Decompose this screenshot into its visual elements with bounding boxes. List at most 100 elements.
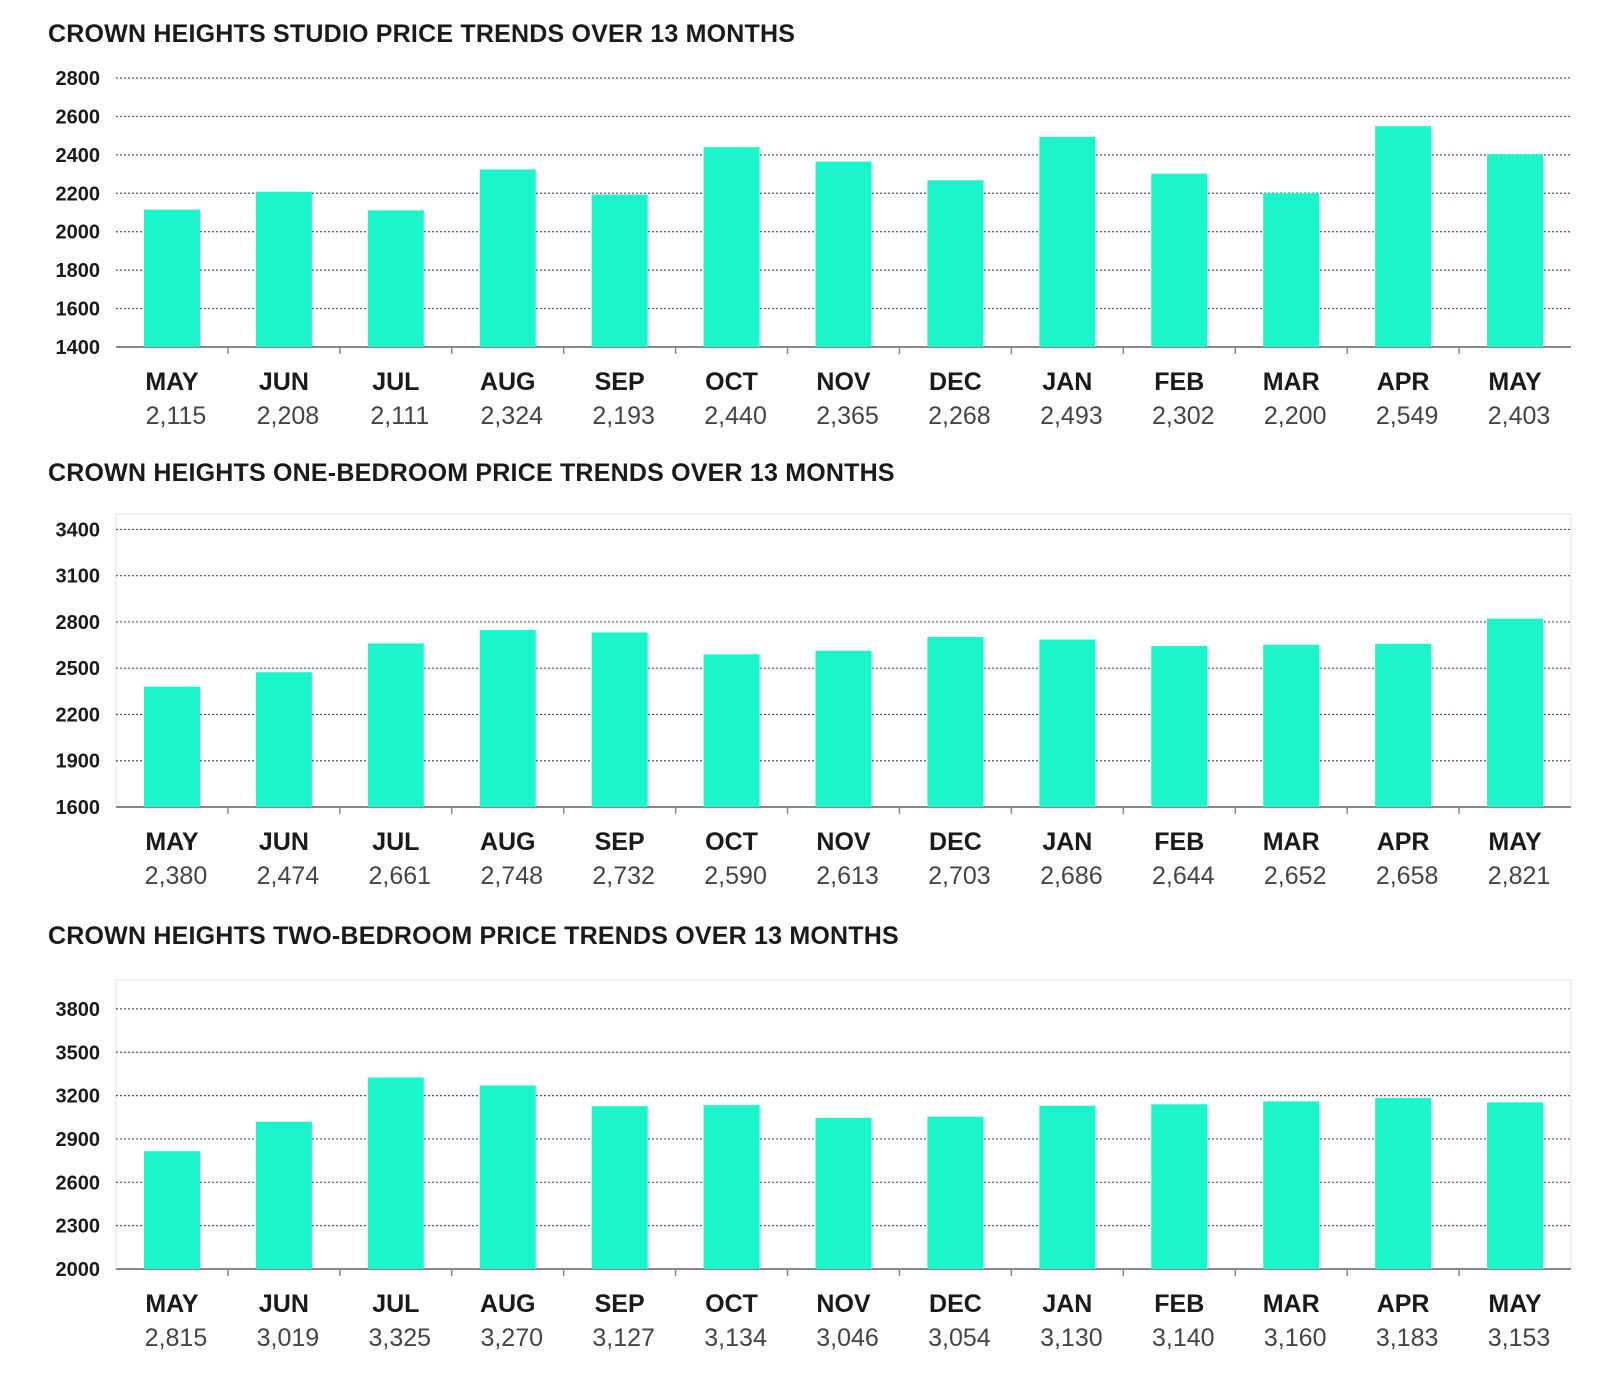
x-tick-label: OCT xyxy=(705,1290,758,1318)
bar xyxy=(815,1117,872,1269)
bar xyxy=(143,1151,200,1269)
chart-title-studio: CROWN HEIGHTS STUDIO PRICE TRENDS OVER 1… xyxy=(48,20,796,48)
data-label: 3,127 xyxy=(592,1324,655,1352)
data-label: 2,748 xyxy=(480,862,543,890)
bar xyxy=(1151,646,1208,807)
data-label: 2,115 xyxy=(146,402,207,430)
data-label: 2,821 xyxy=(1488,862,1551,890)
data-label: 3,183 xyxy=(1376,1324,1439,1352)
data-label: 2,703 xyxy=(928,862,991,890)
x-tick-label: OCT xyxy=(705,368,758,396)
data-label: 3,140 xyxy=(1152,1324,1215,1352)
y-tick-label: 3200 xyxy=(56,1086,101,1108)
bar xyxy=(367,210,424,347)
x-tick-label: FEB xyxy=(1154,368,1204,396)
x-tick-label: NOV xyxy=(816,828,871,856)
x-tick-label: SEP xyxy=(595,828,645,856)
bar xyxy=(591,1106,648,1269)
data-label: 2,732 xyxy=(592,862,655,890)
data-label: 2,268 xyxy=(928,402,991,430)
data-label: 2,208 xyxy=(257,402,320,430)
x-tick-label: JUN xyxy=(259,828,309,856)
data-label: 2,474 xyxy=(257,862,320,890)
x-tick-label: MAY xyxy=(145,1290,199,1318)
x-tick-label: MAY xyxy=(1488,368,1542,396)
data-label: 2,815 xyxy=(145,1324,208,1352)
data-label: 2,661 xyxy=(369,862,432,890)
bar xyxy=(1039,136,1096,347)
y-tick-label: 3400 xyxy=(56,519,101,541)
y-tick-label: 2800 xyxy=(56,612,101,634)
x-tick-label: DEC xyxy=(929,828,982,856)
bar xyxy=(927,636,984,807)
bar xyxy=(1487,618,1544,807)
data-label: 3,153 xyxy=(1488,1324,1551,1352)
chart-two-bedroom: 2000 2300 2600 2900 3200 3500 3800 MAY 2,815 JUN 3… xyxy=(56,979,1572,1352)
bar xyxy=(255,191,312,347)
bar xyxy=(1263,193,1320,347)
bar xyxy=(1487,154,1544,347)
data-label: 2,324 xyxy=(480,402,543,430)
data-label: 3,270 xyxy=(480,1324,543,1352)
x-tick-label: APR xyxy=(1377,368,1430,396)
y-tick-label: 2000 xyxy=(56,1259,101,1281)
data-label: 2,644 xyxy=(1152,862,1215,890)
data-label: 2,613 xyxy=(816,862,879,890)
bar xyxy=(591,632,648,807)
bar xyxy=(815,650,872,807)
x-tick-label: SEP xyxy=(595,368,645,396)
x-tick-label: JUN xyxy=(259,1290,309,1318)
y-tick-label: 1600 xyxy=(56,797,101,819)
data-label: 3,160 xyxy=(1264,1324,1327,1352)
data-label: 2,365 xyxy=(816,402,879,430)
data-label: 2,193 xyxy=(592,402,655,430)
x-tick-label: MAY xyxy=(1488,828,1542,856)
bar xyxy=(1039,1105,1096,1269)
data-label: 3,046 xyxy=(816,1324,879,1352)
y-tick-label: 2200 xyxy=(56,183,101,205)
x-tick-label: JUL xyxy=(372,828,419,856)
y-tick-label: 2800 xyxy=(56,68,101,90)
bar xyxy=(1039,639,1096,807)
y-tick-label: 1800 xyxy=(56,260,101,282)
bar xyxy=(1263,644,1320,807)
chart-title-one-bedroom: CROWN HEIGHTS ONE-BEDROOM PRICE TRENDS O… xyxy=(48,459,895,487)
x-tick-label: AUG xyxy=(480,828,536,856)
data-label: 2,493 xyxy=(1040,402,1103,430)
bar xyxy=(255,1121,312,1269)
data-label: 3,325 xyxy=(369,1324,432,1352)
y-tick-label: 2000 xyxy=(56,222,101,244)
y-tick-label: 2600 xyxy=(56,106,101,128)
bar xyxy=(1263,1101,1320,1269)
x-tick-label: JAN xyxy=(1042,828,1092,856)
y-tick-label: 2300 xyxy=(56,1216,101,1238)
bar xyxy=(1375,126,1432,347)
bar xyxy=(1151,173,1208,347)
bar xyxy=(143,209,200,347)
x-tick-label: MAY xyxy=(145,828,199,856)
x-tick-label: OCT xyxy=(705,828,758,856)
x-tick-label: MAY xyxy=(1488,1290,1542,1318)
x-tick-label: JUL xyxy=(372,1290,419,1318)
bar xyxy=(703,654,760,807)
x-tick-label: APR xyxy=(1377,828,1430,856)
x-tick-label: MAR xyxy=(1263,828,1320,856)
data-label: 2,403 xyxy=(1488,402,1551,430)
bar xyxy=(1487,1102,1544,1269)
bar xyxy=(479,629,536,807)
data-label: 2,658 xyxy=(1376,862,1439,890)
data-label: 2,652 xyxy=(1264,862,1327,890)
data-label: 3,130 xyxy=(1040,1324,1103,1352)
y-tick-label: 2500 xyxy=(56,658,101,680)
x-tick-label: DEC xyxy=(929,368,982,396)
bar xyxy=(367,1077,424,1269)
data-label: 3,054 xyxy=(928,1324,991,1352)
bar xyxy=(255,672,312,807)
x-tick-label: MAR xyxy=(1263,1290,1320,1318)
x-tick-label: JUL xyxy=(372,368,419,396)
x-tick-label: JUN xyxy=(259,368,309,396)
data-label: 3,134 xyxy=(704,1324,767,1352)
chart-studio: 1400 1600 1800 2000 2200 2400 2600 2800 MAY 2,115… xyxy=(56,68,1571,430)
bar xyxy=(1151,1104,1208,1269)
data-label: 2,440 xyxy=(704,402,767,430)
